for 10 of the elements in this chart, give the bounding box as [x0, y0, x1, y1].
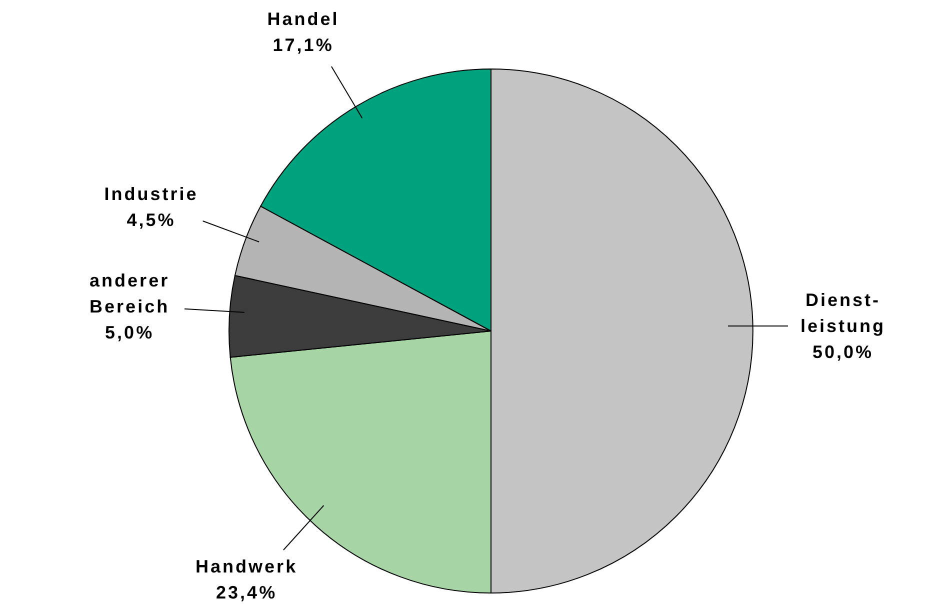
slice-label: anderer Bereich — [90, 270, 170, 317]
slice-label: Handel — [267, 9, 340, 30]
slice-label: Industrie — [104, 184, 198, 204]
data-label: 17,1% — [272, 35, 334, 56]
data-label: 50,0% — [812, 342, 874, 362]
slice-label: Dienst- leistung — [800, 290, 886, 336]
slice-label: Handwerk — [196, 556, 298, 577]
data-label: 5,0% — [105, 322, 154, 343]
data-label: 4,5% — [126, 210, 176, 230]
data-label: 23,4% — [216, 582, 278, 603]
